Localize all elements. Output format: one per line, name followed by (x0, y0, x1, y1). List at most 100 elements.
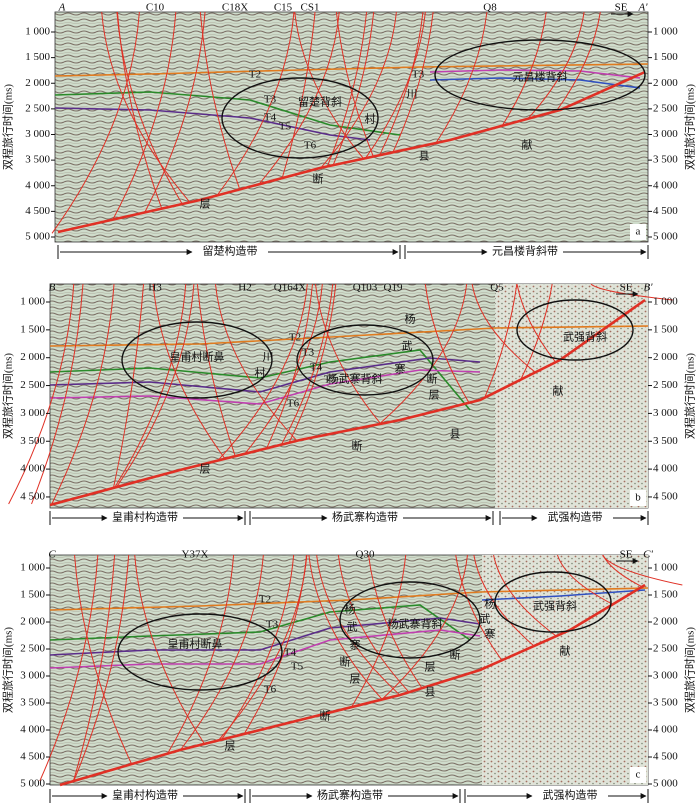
y-tick-label: 1 500 (653, 589, 678, 601)
horizon (49, 325, 649, 347)
fault (320, 11, 397, 169)
noisy-section (482, 555, 648, 785)
fault (112, 11, 177, 220)
annotation: 献 (560, 644, 571, 658)
fault (455, 554, 503, 661)
y-tick-label: 2 500 (653, 102, 678, 114)
fault (520, 283, 553, 380)
structure-label: 皇甫村断鼻 (170, 350, 225, 364)
annotation: 层 (200, 463, 211, 476)
y-tick-label: 2 000 (653, 616, 678, 628)
well-name: C15 (274, 2, 293, 14)
detachment-fault (59, 583, 646, 787)
well-name: Q8 (483, 2, 497, 14)
annotation: T4 (264, 112, 277, 124)
annotation: T3 (264, 94, 277, 106)
annotation: 断 (352, 439, 363, 453)
y-tick-label: 4 500 (653, 751, 678, 763)
y-tick-label: 1 500 (20, 589, 45, 601)
structure-label: 杨武寨背斜 (388, 617, 443, 631)
fault (152, 283, 226, 460)
annotation: 寨 (395, 362, 406, 376)
fault (555, 11, 601, 112)
y-tick-label: 4 500 (653, 205, 678, 217)
annotation: 武 (402, 340, 413, 353)
annotation: 断 (340, 655, 351, 669)
belt-label: 杨武寨构造带 (317, 788, 383, 802)
direction-label: SE (620, 282, 633, 294)
belt-label: 杨武寨构造带 (332, 510, 398, 524)
annotation: 杨 (485, 597, 496, 611)
horizon (49, 604, 471, 641)
y-tick-label: 4 500 (25, 205, 50, 217)
structure-label: 留楚背斜 (298, 95, 342, 109)
y-tick-label: 1 000 (653, 562, 678, 574)
annotation: 断 (427, 372, 438, 386)
belt-label: 武强构造带 (548, 510, 603, 524)
horizon (481, 589, 646, 601)
fault (493, 554, 557, 637)
fault (590, 283, 673, 301)
annotation: 川 (407, 89, 418, 101)
fault (73, 554, 130, 782)
belt-label: 元昌楼背斜带 (492, 244, 558, 258)
fault (368, 554, 423, 689)
well-name: Q30 (356, 549, 375, 561)
annotation: 杨 (405, 312, 416, 326)
structure-outline (516, 299, 634, 361)
y-tick-label: 4 000 (20, 463, 45, 475)
y-tick-label: 1 500 (25, 51, 50, 63)
fault (51, 283, 115, 505)
annotation: T2 (259, 594, 271, 606)
annotation: 村 (365, 112, 376, 126)
y-tick-label: 4 500 (20, 490, 45, 502)
annotation: 层 (425, 661, 436, 674)
y-tick-label: 2 500 (653, 379, 678, 391)
horizon (429, 69, 641, 79)
horizon (54, 91, 401, 136)
fault (392, 11, 434, 153)
well-name: H2 (238, 282, 251, 294)
well-name: CS1 (301, 2, 320, 14)
fault (602, 554, 643, 588)
y-tick-label: 5 000 (653, 231, 678, 243)
annotation: 断 (320, 709, 331, 723)
y-tick-label: 3 500 (653, 154, 678, 166)
fault (308, 554, 383, 700)
horizon (49, 349, 471, 411)
detachment-fault (49, 298, 646, 507)
annotation: T5 (291, 661, 304, 673)
annotation: 县 (419, 150, 430, 163)
well-name: Y37X (182, 549, 209, 561)
structure-outline (117, 613, 283, 691)
structure-label: 武强背斜 (563, 330, 607, 344)
y-tick-label: 3 500 (20, 697, 45, 709)
annotation: 断 (450, 648, 461, 662)
annotation: 寨 (350, 638, 361, 652)
y-tick-label: 2 000 (653, 351, 678, 363)
fault (484, 283, 518, 398)
annotation: T2 (289, 332, 301, 344)
annotation: 断 (313, 172, 324, 186)
fault (144, 11, 206, 213)
y-tick-label: 5 000 (25, 231, 50, 243)
annotation: T5 (324, 374, 337, 386)
fault (351, 554, 407, 708)
annotation: T5 (279, 121, 292, 133)
y-tick-label: 5 000 (653, 778, 678, 790)
structure-label: 元昌楼背斜 (513, 70, 568, 84)
y-tick-label: 4 000 (25, 179, 50, 191)
fault (116, 283, 195, 488)
structure-outline (339, 581, 481, 659)
structure-outline (121, 321, 273, 399)
corner-label: B (49, 282, 56, 294)
y-tick-label: 3 000 (20, 407, 45, 419)
structure-outline (221, 77, 379, 159)
horizon (49, 629, 481, 669)
fault (167, 554, 235, 754)
y-tick-label: 3 500 (25, 154, 50, 166)
corner-label: A (58, 2, 66, 14)
